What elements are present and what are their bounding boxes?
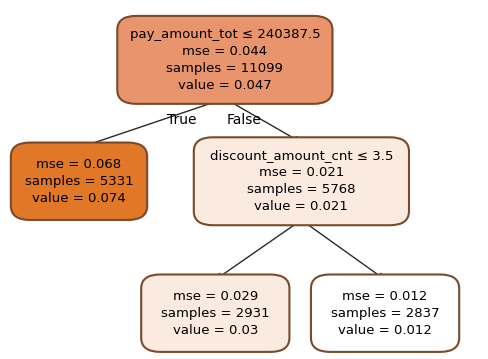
FancyBboxPatch shape	[194, 137, 409, 225]
FancyBboxPatch shape	[311, 275, 459, 352]
Text: False: False	[226, 113, 262, 127]
Text: pay_amount_tot ≤ 240387.5
mse = 0.044
samples = 11099
value = 0.047: pay_amount_tot ≤ 240387.5 mse = 0.044 sa…	[129, 28, 320, 92]
Text: mse = 0.068
samples = 5331
value = 0.074: mse = 0.068 samples = 5331 value = 0.074	[24, 158, 133, 205]
Text: discount_amount_cnt ≤ 3.5
mse = 0.021
samples = 5768
value = 0.021: discount_amount_cnt ≤ 3.5 mse = 0.021 sa…	[210, 149, 393, 213]
FancyBboxPatch shape	[117, 16, 332, 104]
Text: True: True	[167, 113, 197, 127]
Text: mse = 0.029
samples = 2931
value = 0.03: mse = 0.029 samples = 2931 value = 0.03	[161, 290, 269, 337]
Text: mse = 0.012
samples = 2837
value = 0.012: mse = 0.012 samples = 2837 value = 0.012	[331, 290, 439, 337]
FancyBboxPatch shape	[141, 275, 289, 352]
FancyBboxPatch shape	[11, 143, 147, 220]
